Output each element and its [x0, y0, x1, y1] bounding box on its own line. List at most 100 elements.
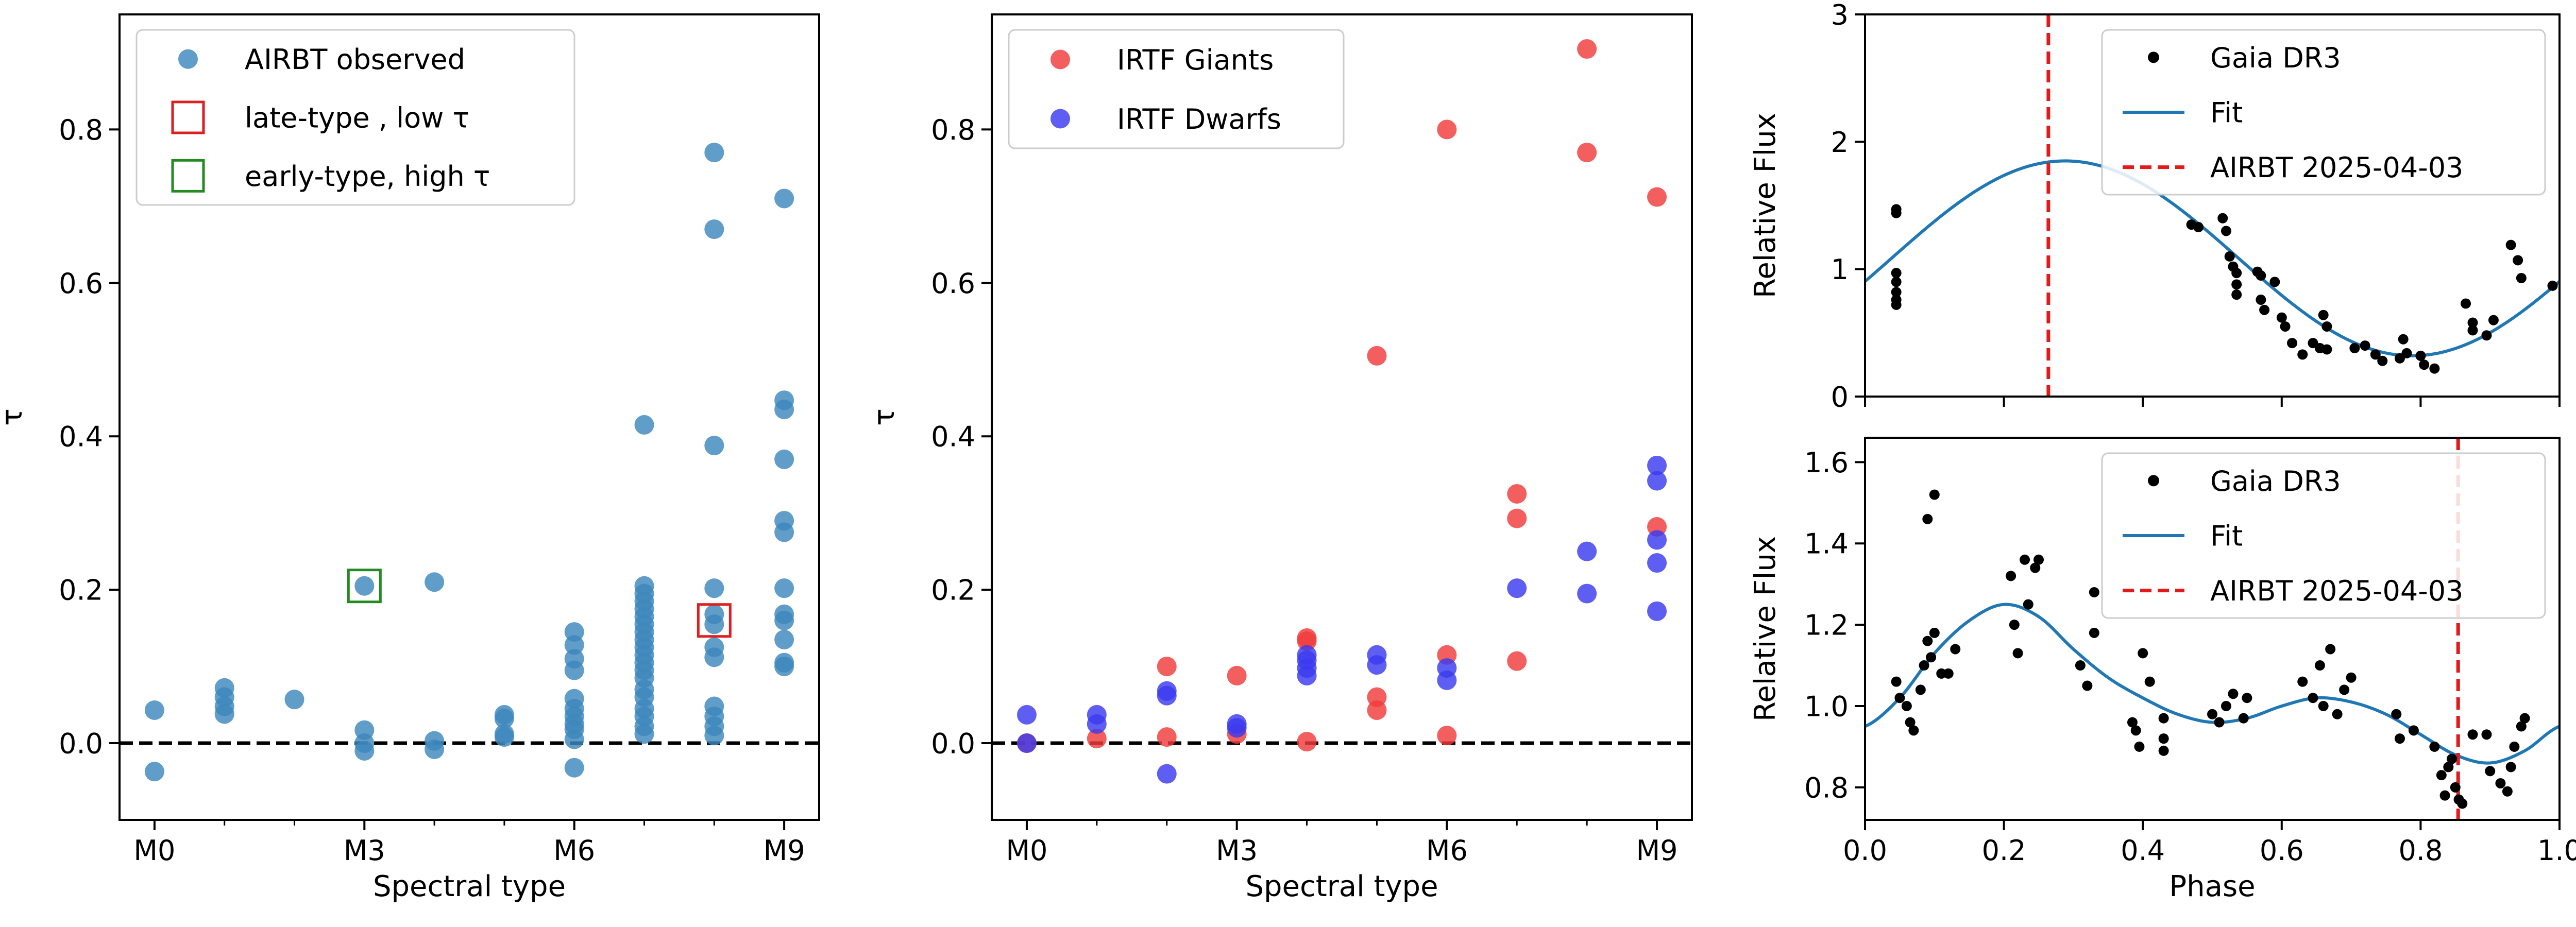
x-tick-label: M3 — [344, 834, 385, 867]
axes-frame — [1864, 13, 2561, 398]
data-point-gaia-dr3 — [2214, 717, 2225, 728]
y-tick-label: 0.8 — [59, 114, 103, 146]
data-point-gaia-dr3 — [2033, 554, 2044, 565]
data-point-gaia-dr3 — [2020, 554, 2030, 565]
data-point-gaia-dr3 — [2516, 272, 2527, 283]
data-point-gaia-dr3 — [1894, 693, 1905, 703]
chart-panel-bottom-right: 0.0 0.2 0.4 0.6 0.8 1.0 0.8 1.0 1.2 1.4 1.6 Phase Re… — [1749, 437, 2576, 903]
data-point-gaia-dr3 — [2467, 325, 2478, 336]
legend-label: AIRBT observed — [245, 43, 465, 76]
data-point-gaia-dr3 — [2485, 766, 2496, 777]
data-point-gaia-dr3 — [1891, 277, 1902, 287]
data-point-irtf-dwarfs — [1157, 685, 1177, 706]
data-point-irtf-dwarfs — [1016, 733, 1037, 753]
legend-box — [2101, 452, 2546, 619]
legend-box — [135, 29, 575, 206]
data-point-gaia-dr3 — [2505, 239, 2516, 250]
chart-panel-middle: M0 M3 M6 M9 0.0 0.2 0.4 0.6 0.8 Spectral type τ IRT… — [868, 13, 1693, 903]
fit-curve — [1864, 159, 2561, 357]
data-point-airbt-observed — [494, 727, 514, 747]
y-axis-label: τ — [868, 408, 901, 426]
legend-marker — [2148, 475, 2159, 487]
y-tick-label: 0.6 — [931, 267, 975, 300]
data-point-gaia-dr3 — [2297, 349, 2308, 360]
data-point-gaia-dr3 — [2505, 762, 2516, 772]
data-point-gaia-dr3 — [2130, 725, 2141, 736]
fit-curve — [1864, 603, 2561, 765]
data-point-gaia-dr3 — [2221, 226, 2231, 236]
data-point-gaia-dr3 — [2429, 363, 2440, 374]
legend-marker — [178, 49, 198, 69]
data-point-airbt-observed — [425, 739, 445, 759]
data-point-gaia-dr3 — [2391, 709, 2402, 719]
data-point-gaia-dr3 — [2321, 344, 2332, 355]
data-point-gaia-dr3 — [2231, 289, 2242, 300]
data-point-gaia-dr3 — [2308, 693, 2318, 703]
data-point-irtf-giants — [1157, 657, 1177, 677]
data-point-airbt-observed — [774, 578, 794, 598]
data-point-gaia-dr3 — [2419, 359, 2430, 370]
y-tick-label: 0.0 — [931, 727, 975, 760]
data-point-gaia-dr3 — [2398, 334, 2409, 345]
data-point-airbt-observed — [564, 758, 584, 778]
data-point-gaia-dr3 — [1908, 725, 1919, 736]
data-point-irtf-dwarfs — [1087, 714, 1107, 734]
y-axis-label: Relative Flux — [1749, 536, 1782, 722]
data-point-airbt-observed — [774, 522, 794, 542]
data-point-airbt-observed — [704, 143, 724, 163]
legend-label: early-type, high τ — [245, 160, 490, 193]
legend-marker — [2148, 52, 2159, 63]
data-point-airbt-observed — [284, 690, 304, 710]
data-point-irtf-giants — [1227, 665, 1247, 685]
x-axis-label: Phase — [2169, 870, 2255, 903]
x-tick-label: 0.6 — [2260, 834, 2304, 867]
data-point-irtf-giants — [1507, 651, 1527, 671]
y-tick-label: 0.0 — [59, 727, 103, 760]
data-point-irtf-giants — [1577, 143, 1597, 163]
data-point-gaia-dr3 — [1929, 627, 1940, 638]
data-point-gaia-dr3 — [2467, 317, 2478, 328]
data-point-gaia-dr3 — [2401, 348, 2412, 358]
data-point-gaia-dr3 — [2287, 338, 2298, 349]
data-point-gaia-dr3 — [2481, 729, 2492, 740]
legend-box — [1008, 29, 1345, 149]
data-point-gaia-dr3 — [2349, 343, 2360, 354]
data-point-gaia-dr3 — [2467, 729, 2478, 740]
data-point-airbt-observed — [354, 576, 375, 596]
y-tick-label: 1.0 — [1804, 690, 1849, 723]
data-point-gaia-dr3 — [2502, 786, 2513, 797]
data-point-gaia-dr3 — [2256, 270, 2266, 281]
data-point-airbt-observed — [704, 726, 724, 746]
data-point-gaia-dr3 — [2009, 620, 2020, 630]
data-point-airbt-observed — [704, 647, 724, 667]
data-point-gaia-dr3 — [1891, 299, 1902, 310]
data-point-irtf-giants — [1507, 484, 1527, 504]
data-point-gaia-dr3 — [1922, 513, 1933, 524]
y-axis-label: Relative Flux — [1749, 113, 1782, 298]
data-point-airbt-observed — [774, 610, 794, 630]
data-point-gaia-dr3 — [2134, 741, 2145, 752]
data-point-gaia-dr3 — [2224, 251, 2235, 262]
legend-box — [2101, 29, 2546, 196]
data-point-gaia-dr3 — [2276, 312, 2287, 323]
data-point-airbt-observed — [634, 415, 654, 435]
axes-frame — [1864, 437, 2561, 821]
data-point-gaia-dr3 — [2082, 680, 2093, 691]
data-point-irtf-giants — [1367, 700, 1387, 720]
data-point-irtf-giants — [1507, 508, 1527, 528]
data-point-gaia-dr3 — [2138, 648, 2148, 659]
x-tick-label: M6 — [1426, 834, 1468, 867]
data-point-gaia-dr3 — [2325, 644, 2336, 655]
data-point-gaia-dr3 — [2023, 599, 2033, 610]
data-point-gaia-dr3 — [2231, 279, 2242, 290]
data-point-irtf-dwarfs — [1437, 670, 1457, 690]
data-point-gaia-dr3 — [1891, 676, 1902, 687]
data-point-irtf-dwarfs — [1157, 764, 1177, 784]
data-point-gaia-dr3 — [2481, 330, 2492, 341]
data-point-gaia-dr3 — [2377, 355, 2388, 366]
data-point-gaia-dr3 — [2447, 753, 2458, 764]
x-tick-label: 0.8 — [2398, 834, 2443, 867]
data-point-irtf-dwarfs — [1297, 665, 1317, 685]
data-point-gaia-dr3 — [2089, 627, 2099, 638]
data-point-irtf-giants — [1437, 119, 1457, 140]
